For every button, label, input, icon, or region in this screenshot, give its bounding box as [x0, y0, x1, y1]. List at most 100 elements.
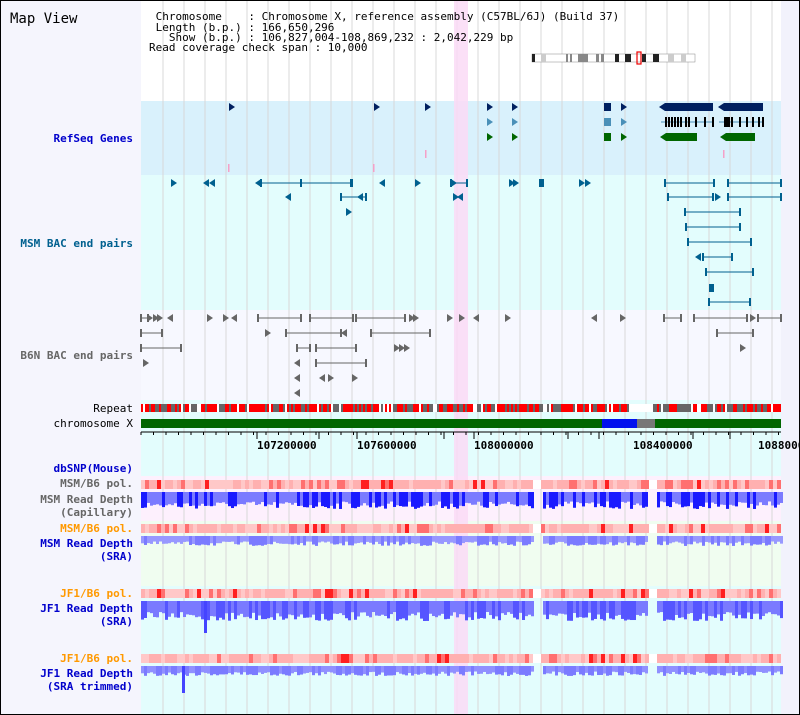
repeat-segment: [533, 404, 535, 412]
depth-bar: [258, 492, 261, 505]
depth-bar: [459, 492, 462, 506]
depth-bar: [585, 601, 588, 618]
depth-bar: [753, 492, 756, 509]
depth-bar: [684, 601, 687, 620]
polymorphism-cell: [349, 654, 353, 663]
depth-bar: [219, 536, 222, 544]
polymorphism-cell: [237, 480, 241, 489]
polymorphism-cell: [365, 524, 369, 533]
polymorphism-cell: [589, 480, 593, 489]
depth-bar: [594, 536, 597, 545]
polymorphism-cell: [697, 480, 701, 489]
repeat-segment: [703, 404, 705, 412]
depth-bar: [453, 492, 456, 508]
repeat-segment: [171, 404, 173, 412]
track-label-jf1-b6-pol-2[interactable]: JF1/B6 pol.: [60, 652, 133, 665]
polymorphism-cell: [537, 589, 541, 598]
track-label-jf1-b6-pol-1[interactable]: JF1/B6 pol.: [60, 587, 133, 600]
header-length: Length (b.p.) : 166,650,296: [149, 21, 335, 34]
repeat-segment: [541, 404, 543, 412]
track-label-msm-b6-pol-2[interactable]: MSM/B6 pol.: [60, 522, 133, 535]
reverse-arrow-icon: [695, 253, 701, 261]
polymorphism-cell: [645, 524, 649, 533]
depth-bar: [630, 536, 633, 543]
gene-arrow-icon: [718, 103, 724, 111]
depth-bar: [591, 492, 594, 503]
depth-bar: [675, 666, 678, 674]
depth-bar: [609, 601, 612, 619]
depth-bar: [489, 601, 492, 616]
forward-arrow-icon: [409, 314, 415, 322]
depth-bar: [759, 536, 762, 545]
polymorphism-cell: [217, 480, 221, 489]
depth-bar: [525, 492, 528, 505]
depth-bar: [357, 536, 360, 544]
depth-bar: [435, 492, 438, 505]
depth-bar: [309, 601, 312, 618]
polymorphism-cell: [581, 589, 585, 598]
depth-bar: [513, 601, 516, 618]
depth-bar: [297, 601, 300, 617]
polymorphism-cell: [513, 480, 517, 489]
depth-bar: [159, 536, 162, 542]
track-label-b6n-bac[interactable]: B6N BAC end pairs: [20, 349, 133, 362]
track-label-msm-depth-cap[interactable]: MSM Read Depth (Capillary): [40, 493, 133, 519]
track-label-msm-bac[interactable]: MSM BAC end pairs: [20, 237, 133, 250]
repeat-segment: [373, 404, 375, 412]
track-label-dbsnp[interactable]: dbSNP(Mouse): [53, 462, 133, 475]
depth-bar: [201, 666, 204, 673]
depth-bar: [435, 536, 438, 543]
depth-bar: [771, 666, 774, 676]
depth-bar: [336, 536, 339, 545]
track-label-jf1-depth-trim[interactable]: JF1 Read Depth (SRA trimmed): [40, 667, 133, 693]
depth-bar: [660, 492, 663, 502]
repeat-segment: [317, 404, 319, 412]
track-label-jf1-depth-sra[interactable]: JF1 Read Depth (SRA): [40, 602, 133, 628]
repeat-segment: [605, 404, 607, 412]
polymorphism-cell: [533, 589, 537, 598]
polymorphism-cell: [341, 589, 345, 598]
polymorphism-cell: [633, 654, 637, 663]
depth-bar: [282, 536, 285, 544]
polymorphism-cell: [557, 524, 561, 533]
depth-bar: [330, 601, 333, 620]
depth-bar: [747, 601, 750, 613]
repeat-segment: [185, 404, 187, 412]
depth-bar: [225, 666, 228, 675]
track-label-msm-depth-sra[interactable]: MSM Read Depth (SRA): [40, 537, 133, 563]
repeat-segment: [691, 404, 693, 412]
repeat-segment: [221, 404, 223, 412]
track-label-msm-b6-pol-1[interactable]: MSM/B6 pol.: [60, 477, 133, 490]
repeat-segment: [305, 404, 307, 412]
depth-bar: [432, 536, 435, 542]
polymorphism-cell: [425, 480, 429, 489]
polymorphism-cell: [189, 654, 193, 663]
polymorphism-cell: [773, 589, 777, 598]
depth-bar: [321, 536, 324, 542]
depth-bar: [381, 536, 384, 546]
depth-bar: [735, 601, 738, 619]
depth-bar: [615, 536, 618, 545]
polymorphism-cell: [757, 589, 761, 598]
depth-bar: [480, 601, 483, 618]
polymorphism-cell: [701, 480, 705, 489]
depth-bar: [399, 536, 402, 546]
depth-bar: [591, 666, 594, 676]
repeat-segment: [225, 404, 227, 412]
polymorphism-cell: [285, 524, 289, 533]
depth-bar: [744, 666, 747, 674]
depth-bar: [261, 536, 264, 546]
depth-bar: [615, 666, 618, 673]
polymorphism-cell: [525, 524, 529, 533]
polymorphism-cell: [773, 524, 777, 533]
repeat-segment: [733, 404, 735, 412]
polymorphism-cell: [289, 589, 293, 598]
depth-bar: [156, 536, 159, 545]
polymorphism-cell: [641, 589, 645, 598]
track-label-refseq[interactable]: RefSeq Genes: [53, 132, 133, 145]
depth-bar: [699, 601, 702, 620]
reverse-arrow-icon: [379, 179, 385, 187]
